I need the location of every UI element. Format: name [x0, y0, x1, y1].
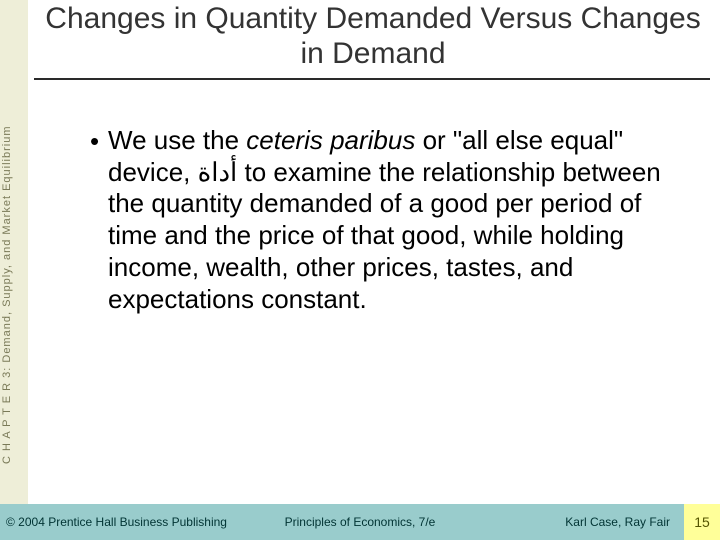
footer-bar: © 2004 Prentice Hall Business Publishing…: [0, 504, 720, 540]
footer-page-number: 15: [684, 504, 720, 540]
body-paragraph: We use the ceteris paribus or "all else …: [108, 125, 680, 315]
body-text-italic: ceteris paribus: [246, 125, 415, 155]
bullet-dot: •: [90, 125, 108, 158]
chapter-spine-text: C H A P T E R 3: Demand, Supply, and Mar…: [1, 126, 13, 465]
footer-authors: Karl Case, Ray Fair: [565, 515, 670, 529]
slide-title: Changes in Quantity Demanded Versus Chan…: [36, 2, 710, 71]
body-text-pre: We use the: [108, 125, 246, 155]
body-content: • We use the ceteris paribus or "all els…: [90, 125, 680, 315]
left-spine: C H A P T E R 3: Demand, Supply, and Mar…: [0, 0, 28, 504]
title-underline: [34, 78, 710, 80]
bullet-item: • We use the ceteris paribus or "all els…: [90, 125, 680, 315]
